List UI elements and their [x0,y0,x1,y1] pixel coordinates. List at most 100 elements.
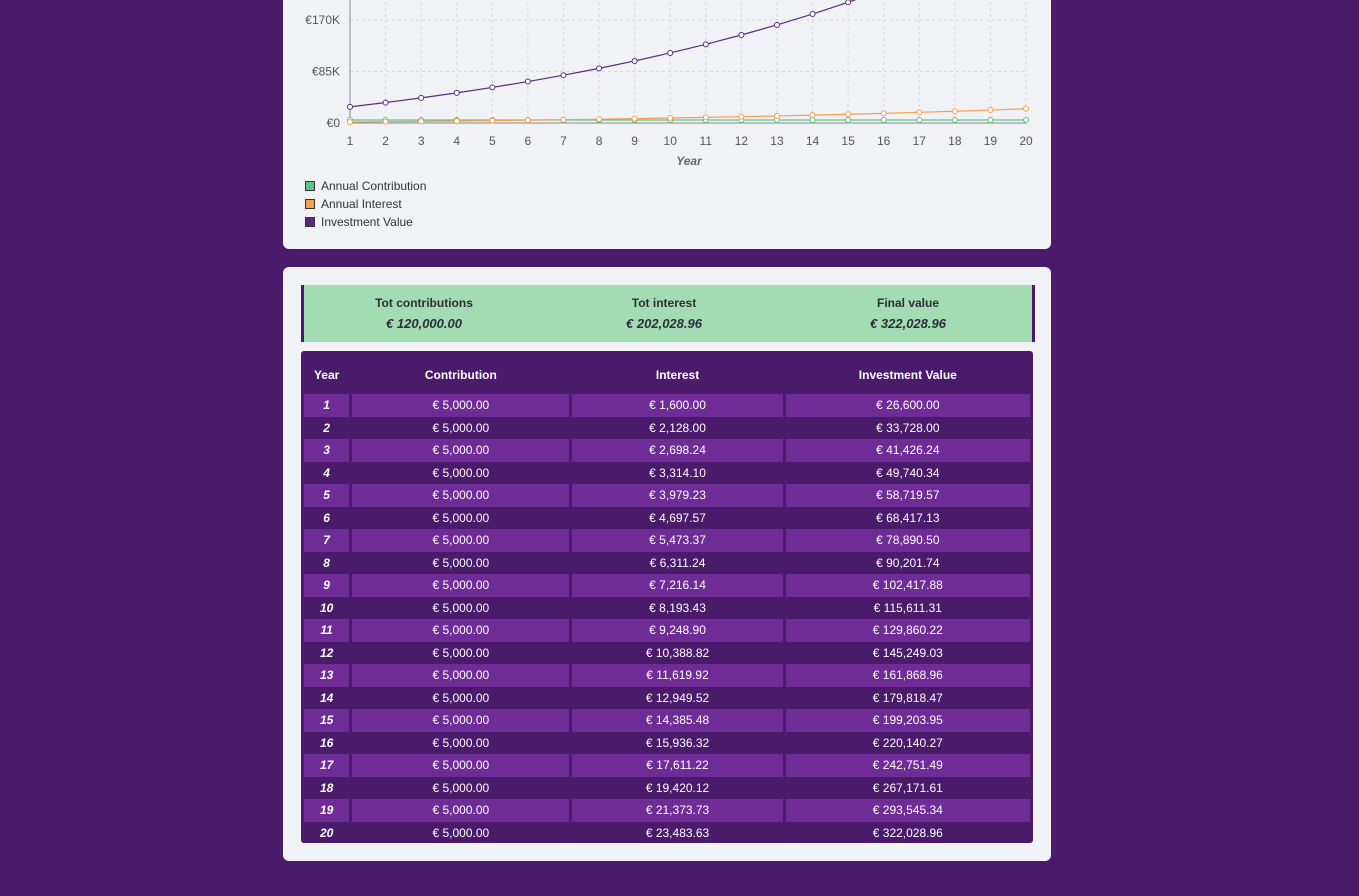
cell-interest: € 6,311.24 [649,555,706,570]
results-table: Year Contribution Interest Investment Va… [301,351,1033,844]
data-point [951,108,958,115]
cell-investment-value: € 115,611.31 [873,600,942,615]
cell-interest: € 4,697.57 [649,510,706,525]
data-point [773,112,780,119]
data-point [880,116,887,123]
cell-year: 12 [319,645,334,660]
summary-contributions-value: € 120,000.00 [386,316,462,331]
cell-investment-value: € 33,728.00 [876,420,940,435]
data-point [1023,116,1029,123]
table-row: 4 € 5,000.00 € 3,314.10 € 49,740.34 [304,462,1030,485]
data-point [738,113,745,120]
cell-year: 10 [319,600,334,615]
cell-interest: € 5,473.37 [572,529,783,552]
x-tick-label: 1 [347,134,354,148]
summary-interest-value: € 202,028.96 [626,316,702,331]
x-tick-label: 13 [770,134,784,148]
cell-investment-value: € 242,751.49 [785,754,1030,777]
data-point [702,114,709,121]
cell-year: 9 [304,574,350,597]
cell-contribution: € 5,000.00 [352,484,570,507]
legend-item[interactable]: Annual Contribution [305,177,426,195]
data-point [702,41,709,48]
cell-year: 13 [304,664,350,687]
x-tick-label: 12 [735,134,749,148]
chart-legend: Annual Contribution Annual Interest Invest… [305,177,426,231]
cell-contribution: € 5,000.00 [352,754,570,777]
data-point [382,99,389,106]
data-point [453,89,460,96]
x-tick-label: 4 [453,134,460,148]
cell-contribution: € 5,000.00 [432,600,490,615]
cell-contribution: € 5,000.00 [352,709,570,732]
table-row: 1 € 5,000.00 € 1,600.00 € 26,600.00 [304,394,1030,417]
cell-year: 8 [323,555,330,570]
table-row: 9 € 5,000.00 € 7,216.14 € 102,417.88 [304,574,1030,597]
data-point [560,72,567,79]
data-point [560,116,567,123]
data-point [809,116,816,123]
header-investment-value: Investment Value [858,368,957,382]
cell-year: 20 [319,825,334,840]
legend-label: Investment Value [321,215,413,229]
cell-investment-value: € 267,171.61 [872,780,943,795]
cell-year: 17 [304,754,350,777]
x-axis-label: Year [676,154,703,168]
data-point [987,107,994,114]
data-point [596,116,603,123]
table-row: 14 € 5,000.00 € 12,949.52 € 179,818.47 [304,687,1030,710]
cell-interest: € 9,248.90 [572,619,783,642]
data-point [951,116,958,123]
table-row: 18 € 5,000.00 € 19,420.12 € 267,171.61 [304,777,1030,800]
header-contribution: Contribution [424,368,497,382]
cell-contribution: € 5,000.00 [432,645,490,660]
cell-investment-value: € 58,719.57 [785,484,1030,507]
cell-interest: € 2,128.00 [649,420,706,435]
header-year: Year [313,368,340,382]
y-tick-label: €85K [312,65,340,79]
data-point [596,65,603,72]
cell-interest: € 10,388.82 [645,645,710,660]
cell-interest: € 12,949.52 [645,690,710,705]
legend-item[interactable]: Investment Value [305,213,426,231]
summary-final: Final value € 322,028.96 [784,285,1032,342]
x-tick-label: 20 [1019,134,1033,148]
cell-contribution: € 5,000.00 [352,394,570,417]
chart-card: €0 €85K €170K 1 2 3 4 5 6 7 8 9 10 11 12 13 14 15 16 17 18 19… [283,0,1051,249]
table-row: 17 € 5,000.00 € 17,611.22 € 242,751.49 [304,754,1030,777]
data-point [1023,105,1029,112]
legend-label: Annual Interest [321,197,402,211]
cell-contribution: € 5,000.00 [352,799,570,822]
table-header-row: Year Contribution Interest Investment Va… [304,351,1030,394]
cell-investment-value: € 129,860.22 [785,619,1030,642]
cell-year: 5 [304,484,350,507]
summary-final-label: Final value [876,296,940,310]
x-tick-label: 8 [596,134,603,148]
x-tick-label: 17 [913,134,927,148]
y-tick-label: €170K [305,13,340,27]
legend-item[interactable]: Annual Interest [305,195,426,213]
header-interest: Interest [655,368,700,382]
cell-interest: € 7,216.14 [572,574,783,597]
cell-investment-value: € 220,140.27 [872,735,943,750]
x-tick-label: 9 [631,134,638,148]
cell-interest: € 21,373.73 [572,799,783,822]
data-point [631,57,638,64]
series-line [349,0,857,108]
cell-contribution: € 5,000.00 [432,735,490,750]
cell-investment-value: € 49,740.34 [876,465,940,480]
x-tick-label: 14 [806,134,820,148]
data-point [845,0,852,6]
cell-year: 19 [304,799,350,822]
cell-investment-value: € 293,545.34 [785,799,1030,822]
cell-interest: € 3,979.23 [572,484,783,507]
data-point [524,78,531,85]
table-row: 20 € 5,000.00 € 23,483.63 € 322,028.96 [304,822,1030,845]
summary-interest: Tot interest € 202,028.96 [544,285,784,342]
data-point [845,111,852,118]
cell-year: 2 [323,420,330,435]
cell-interest: € 14,385.48 [572,709,783,732]
cell-year: 14 [319,690,334,705]
cell-interest: € 8,193.43 [649,600,706,615]
